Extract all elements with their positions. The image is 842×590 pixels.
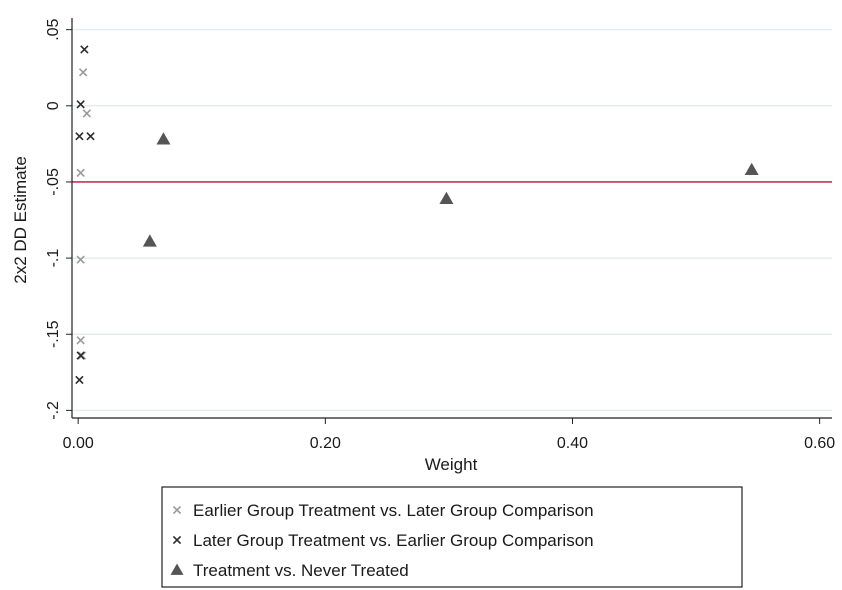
y-tick-label-3: -.1 [45, 249, 62, 268]
legend-key-0-stroke-b [172, 505, 182, 515]
y-tick-label-1: 0 [45, 101, 62, 110]
x-tick-label-2: 0.40 [557, 435, 588, 452]
series-0-point-0-stroke-b [78, 68, 88, 77]
series-1-point-0-stroke-b [80, 45, 89, 54]
series-1-point-2-stroke-b [75, 132, 84, 141]
axes [71, 18, 832, 419]
series-0-point-2 [76, 168, 85, 177]
x-axis-label: Weight [425, 455, 478, 474]
series-2-point-2 [439, 191, 454, 204]
series-2-point-3 [744, 162, 759, 176]
series-0-point-3 [76, 255, 85, 264]
y-axis-label: 2x2 DD Estimate [11, 156, 30, 284]
x-tick-label-0: 0.00 [63, 435, 94, 452]
legend-label-1: Later Group Treatment vs. Earlier Group … [193, 531, 594, 550]
y-tick-label-4: -.15 [45, 320, 62, 348]
series-0-point-0 [78, 68, 88, 77]
series-1-point-3-stroke-b [86, 132, 95, 141]
y-tick-label-0: .05 [45, 18, 62, 40]
series-1-point-2 [75, 132, 84, 141]
series-1-point-1-stroke-b [76, 100, 85, 109]
x-tick-label-3: 0.60 [804, 435, 835, 452]
series-0-point-5 [77, 351, 87, 360]
gridlines [72, 28, 832, 412]
data-points [75, 45, 759, 385]
y-tick-label-2: -.05 [45, 168, 62, 196]
series-1-point-3 [86, 132, 95, 141]
series-1-point-0 [80, 45, 89, 54]
series-1-point-1 [76, 100, 85, 109]
legend-key-1-stroke-b [172, 535, 182, 545]
legend-key-1 [172, 535, 182, 545]
legend: Earlier Group Treatment vs. Later Group … [161, 486, 743, 588]
series-0-point-4 [76, 336, 85, 345]
series-1-point-5-stroke-b [75, 375, 84, 385]
series-0-point-4-stroke-b [76, 336, 85, 345]
series-0-point-1-stroke-b [82, 109, 91, 118]
series-2-point-0 [156, 132, 171, 145]
series-1-point-5 [75, 375, 84, 385]
legend-key-0 [172, 505, 182, 515]
series-0-point-5-stroke-b [77, 351, 87, 360]
x-tick-label-1: 0.20 [310, 435, 341, 452]
y-tick-label-5: -.2 [45, 401, 62, 420]
series-2-point-1 [142, 234, 157, 247]
series-0-point-2-stroke-b [76, 168, 85, 177]
legend-label-0: Earlier Group Treatment vs. Later Group … [193, 501, 594, 520]
legend-box [161, 486, 743, 588]
series-1-point-4-stroke-b [76, 351, 85, 360]
series-0-point-1 [82, 109, 91, 118]
series-1-point-4 [76, 351, 85, 360]
ticks: 0.00 0.20 0.40 0.60 .05 0 -.05 -.1 -.15 -.2 [45, 18, 835, 452]
legend-label-2: Treatment vs. Never Treated [193, 561, 409, 580]
series-0-point-3-stroke-b [76, 255, 85, 264]
legend-key-2 [170, 563, 184, 575]
